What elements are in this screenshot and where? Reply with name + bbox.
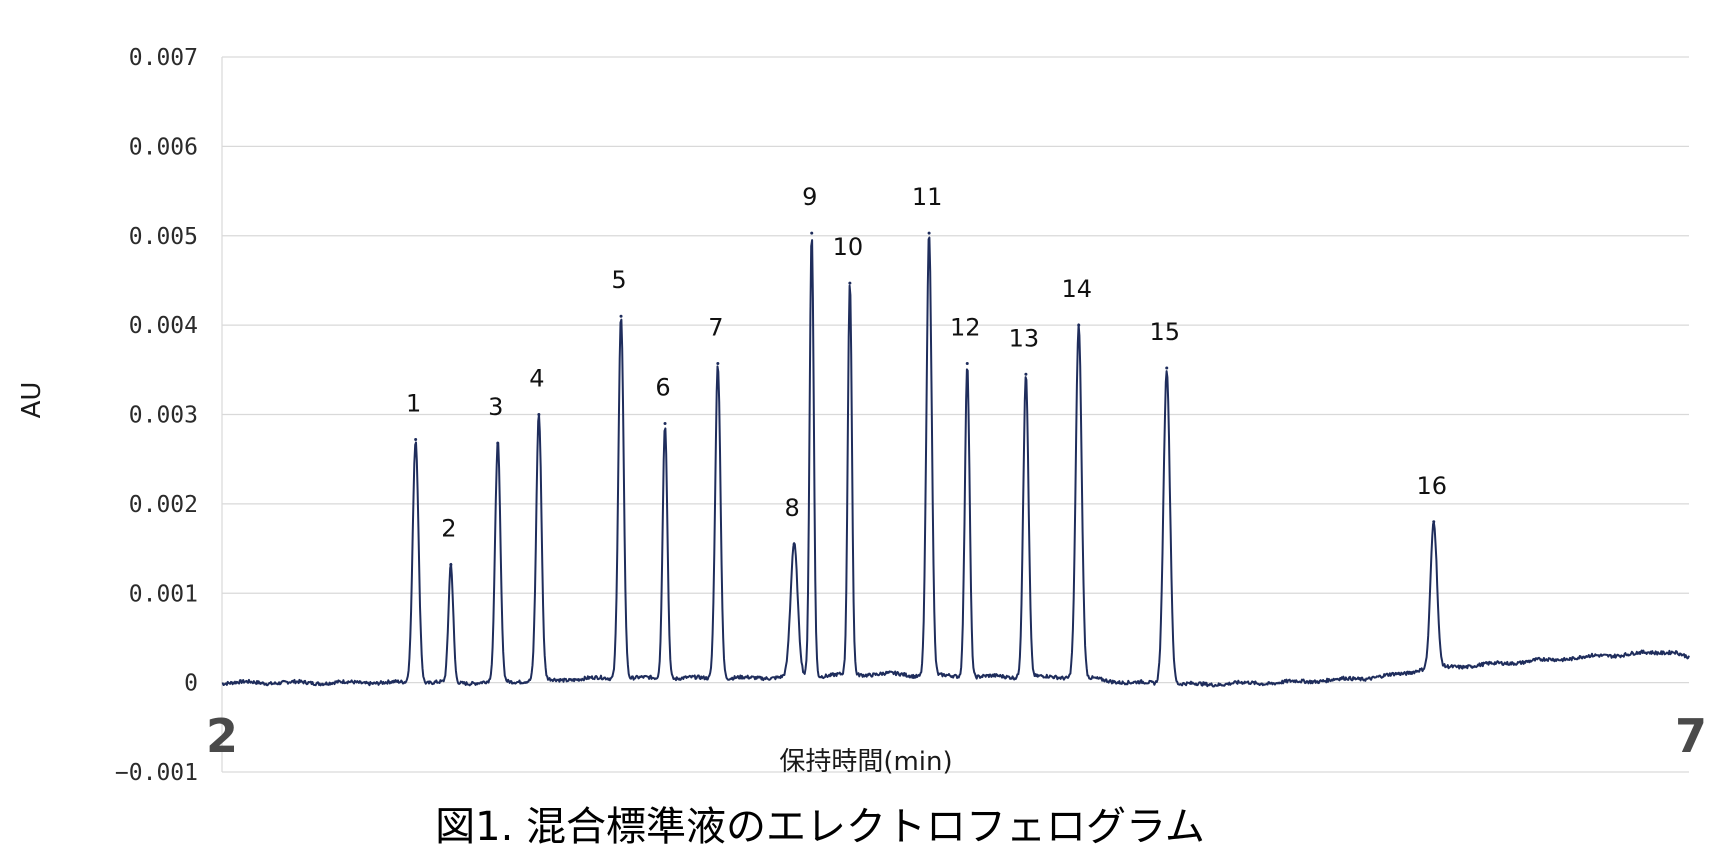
peak-label: 5: [611, 266, 626, 294]
peak-marker: [537, 413, 541, 416]
peak-marker: [927, 231, 931, 235]
peak-marker: [1024, 372, 1028, 376]
peak-marker: [663, 421, 667, 425]
peak-marker: [965, 362, 969, 366]
peak-label: 9: [802, 183, 817, 211]
peak-marker: [1165, 366, 1169, 370]
peak-label: 2: [441, 515, 456, 543]
peak-label: 13: [1009, 324, 1040, 352]
y-tick-label: 0: [184, 671, 198, 697]
y-tick-label: −0.001: [115, 760, 198, 786]
y-tick-label: 0.004: [129, 313, 198, 339]
y-tick-label: 0.001: [129, 581, 198, 607]
y-axis-title: AU: [17, 382, 47, 419]
peak-label: 10: [833, 233, 864, 261]
peak-marker: [414, 438, 418, 442]
peak-label: 3: [488, 393, 503, 421]
x-tick-label: 7: [1675, 709, 1707, 763]
y-tick-label: 0.006: [129, 134, 198, 160]
peak-label: 11: [912, 183, 943, 211]
y-tick-label: 0.007: [129, 45, 198, 71]
peak-marker: [619, 314, 623, 318]
peak-marker: [810, 231, 814, 235]
peak-label: 1: [406, 390, 421, 418]
figure-caption: 図1. 混合標準液のエレクトロフェログラム: [435, 804, 1205, 850]
peak-label: 7: [708, 314, 723, 342]
peak-label: 4: [529, 365, 544, 393]
y-tick-label: 0.003: [129, 403, 198, 429]
peak-label: 16: [1416, 472, 1447, 500]
y-tick-label: 0.005: [129, 224, 198, 250]
peak-label: 8: [784, 494, 799, 522]
peak-label: 14: [1061, 275, 1092, 303]
peak-marker: [792, 542, 796, 546]
y-tick-labels: −0.001 0 0.001 0.002 0.003 0.004 0.005 0.006 0.0…: [115, 45, 198, 786]
peak-marker: [1432, 520, 1436, 524]
peak-label: 12: [950, 314, 981, 342]
y-tick-label: 0.002: [129, 492, 198, 518]
peak-marker: [716, 362, 720, 366]
peak-label: 15: [1149, 318, 1180, 346]
peak-label: 6: [655, 373, 670, 401]
peak-marker: [496, 441, 500, 445]
x-tick-label: 2: [206, 709, 238, 763]
peak-marker: [848, 281, 852, 285]
x-axis-title: 保持時間(min): [779, 747, 952, 777]
peak-marker: [1077, 323, 1081, 327]
peak-marker: [449, 563, 453, 567]
series-line: [221, 236, 1690, 688]
